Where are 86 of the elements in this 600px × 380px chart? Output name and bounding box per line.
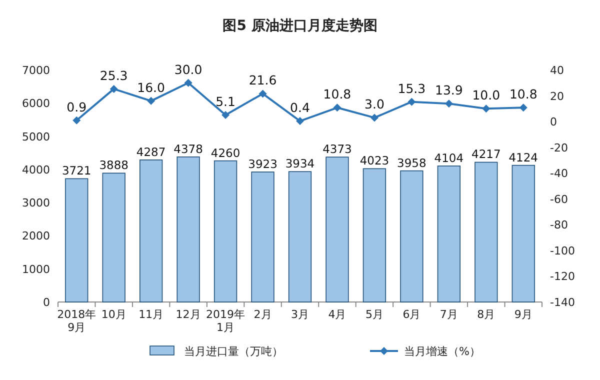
x-tick-label: 10月 [101,308,126,321]
bar [474,162,498,302]
bar [214,160,238,302]
bar [437,166,460,302]
y-tick-label: 2000 [22,230,50,243]
x-tick-label: 7月 [440,308,458,321]
data-label: 5.1 [216,94,236,109]
point [482,104,490,113]
point [72,116,81,124]
point [147,96,156,105]
point [370,114,378,122]
y2-tick-label: -20 [550,141,568,154]
data-label: 4373 [322,142,352,156]
y-tick-label: 6000 [22,97,50,110]
x-tick-label: 2月 [254,308,272,321]
y2-tick-label: -60 [550,192,568,206]
y2-tick-label: -120 [550,270,575,284]
x-tick-label: 8月 [477,308,496,321]
y2-tick-label: -140 [550,296,575,309]
y-tick-label: 4000 [22,163,50,176]
data-label: 16.0 [137,80,166,95]
x-tick-label: 12月 [176,308,201,321]
data-label: 10.0 [472,88,500,103]
point [258,90,267,98]
data-label: 10.8 [509,86,538,102]
bar [288,171,312,302]
data-label: 10.8 [323,86,352,102]
data-label: 3721 [62,164,92,178]
y2-tick-label: 0 [550,116,557,129]
bar [176,156,200,302]
x-tick-label: 11月 [138,308,164,321]
data-label: 13.9 [435,82,463,98]
bar [65,178,88,302]
point [184,78,192,87]
point [333,104,342,112]
data-label: 4260 [210,146,240,160]
data-label: 0.9 [66,99,87,114]
bar [102,172,126,302]
bar [251,172,274,302]
y-tick-label: 0 [43,296,50,309]
chart-title: 图5 原油进口月度走势图 [222,17,378,34]
y2-tick-label: 40 [550,64,564,77]
data-label: 4104 [434,150,464,165]
x-tick-label: 2019年 1月 [206,308,246,334]
bar [512,164,535,302]
y2-tick-label: 20 [550,90,564,103]
point [519,104,528,112]
data-label: 4124 [508,150,538,164]
y2-tick-label: -40 [550,167,568,180]
x-tick-label: 4月 [328,308,346,321]
data-label: 4217 [472,147,501,162]
y-tick-label: 5000 [22,130,50,144]
x-tick-label: 5月 [365,308,384,321]
y-tick-label: 1000 [22,262,50,276]
bar [140,160,163,302]
y2-tick-label: -100 [550,244,575,258]
data-label: 15.3 [398,80,426,96]
data-label: 3923 [248,156,278,171]
x-tick-label: 6月 [402,308,421,321]
point [444,100,453,108]
bar [326,156,349,302]
legend-label: 当月增速（%） [404,345,480,358]
data-label: 3958 [397,156,426,170]
point [222,110,230,119]
x-tick-label: 9月 [514,308,532,321]
x-tick-label: 2018年 9月 [57,308,96,334]
y-tick-label: 7000 [22,64,50,77]
data-label: 0.4 [290,100,310,116]
data-label: 30.0 [174,62,202,77]
point [110,84,118,93]
data-label: 25.3 [100,68,128,83]
point [296,117,304,126]
data-label: 21.6 [248,72,277,88]
legend-label: 当月进口量（万吨） [184,345,283,358]
data-label: 4378 [174,142,203,156]
data-label: 3934 [285,156,315,171]
x-tick-label: 3月 [291,308,309,321]
point [408,98,416,106]
bar [400,170,424,302]
data-label: 4287 [136,144,166,159]
y2-tick-label: -80 [550,218,568,232]
data-label: 3.0 [364,96,384,112]
y-tick-label: 3000 [22,196,50,210]
data-label: 4023 [360,154,390,168]
bar [362,168,386,302]
data-label: 3888 [99,158,128,172]
